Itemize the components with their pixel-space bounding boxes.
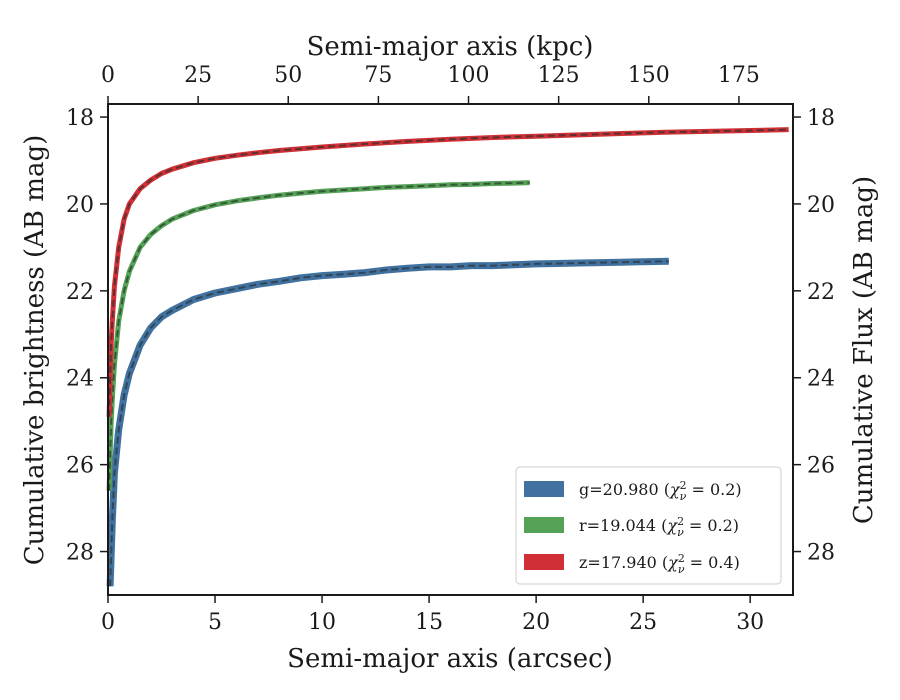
x2-tick-label: 125 bbox=[538, 63, 580, 88]
y2-tick-label: 28 bbox=[807, 541, 835, 566]
y-tick-label: 24 bbox=[66, 367, 94, 392]
legend-label-r: r=19.044 (χ2 ν = 0.2) bbox=[579, 515, 739, 539]
legend-item-g: g=20.980 (χ2 ν = 0.2) bbox=[524, 479, 742, 503]
x-axis-title: Semi-major axis (arcsec) bbox=[287, 644, 613, 674]
y2-tick-label: 22 bbox=[807, 280, 835, 305]
legend-item-r: r=19.044 (χ2 ν = 0.2) bbox=[524, 515, 739, 539]
x-tick-label: 30 bbox=[736, 610, 764, 635]
y2-tick-label: 18 bbox=[807, 106, 835, 131]
y-tick-label: 18 bbox=[66, 106, 94, 131]
plot-area: 0 5 10 15 20 25 30 0 25 50 75 100 125 150 175 18 20 22 24 2… bbox=[66, 63, 835, 635]
y2-tick-label: 20 bbox=[807, 193, 835, 218]
x2-tick-label: 100 bbox=[448, 63, 490, 88]
y-tick-label: 20 bbox=[66, 193, 94, 218]
plot-frame bbox=[107, 103, 794, 596]
x2-tick-label: 75 bbox=[364, 63, 392, 88]
legend-swatch-z bbox=[524, 554, 564, 570]
x-tick-label: 25 bbox=[629, 610, 657, 635]
series-line-r bbox=[106, 180, 530, 491]
legend-item-z: z=17.940 (χ2 ν = 0.4) bbox=[524, 552, 740, 576]
x-tick-label: 0 bbox=[101, 610, 115, 635]
y2-tick-label: 24 bbox=[807, 367, 835, 392]
y-tick-label: 22 bbox=[66, 280, 94, 305]
x-tick-label: 15 bbox=[415, 610, 443, 635]
model-line-z bbox=[108, 128, 789, 417]
legend-swatch-g bbox=[524, 481, 564, 497]
x-tick-label: 20 bbox=[522, 610, 550, 635]
x2-tick-label: 50 bbox=[274, 63, 302, 88]
y-tick-label: 28 bbox=[66, 541, 94, 566]
legend: g=20.980 (χ2 ν = 0.2) r=19.044 (χ2 ν = 0.2… bbox=[515, 466, 782, 585]
y2-tick-label: 26 bbox=[807, 454, 835, 479]
model-line-g bbox=[109, 260, 669, 587]
x-tick-label: 5 bbox=[208, 610, 222, 635]
series-line-z bbox=[106, 127, 789, 417]
legend-label-z: z=17.940 (χ2 ν = 0.4) bbox=[579, 552, 740, 576]
legend-frame bbox=[515, 466, 782, 585]
x2-tick-label: 175 bbox=[718, 63, 760, 88]
x2-tick-label: 0 bbox=[101, 63, 115, 88]
x2-tick-label: 150 bbox=[628, 63, 670, 88]
y2-axis-title: Cumulative Flux (AB mag) bbox=[849, 176, 879, 524]
legend-label-g: g=20.980 (χ2 ν = 0.2) bbox=[579, 479, 742, 503]
model-line-r bbox=[108, 181, 530, 491]
y-axis-title: Cumulative brightness (AB mag) bbox=[20, 135, 50, 566]
legend-swatch-r bbox=[524, 517, 564, 533]
x2-axis-title: Semi-major axis (kpc) bbox=[307, 32, 594, 62]
y-tick-label: 26 bbox=[66, 454, 94, 479]
x2-tick-label: 25 bbox=[184, 63, 212, 88]
x-tick-label: 10 bbox=[308, 610, 336, 635]
